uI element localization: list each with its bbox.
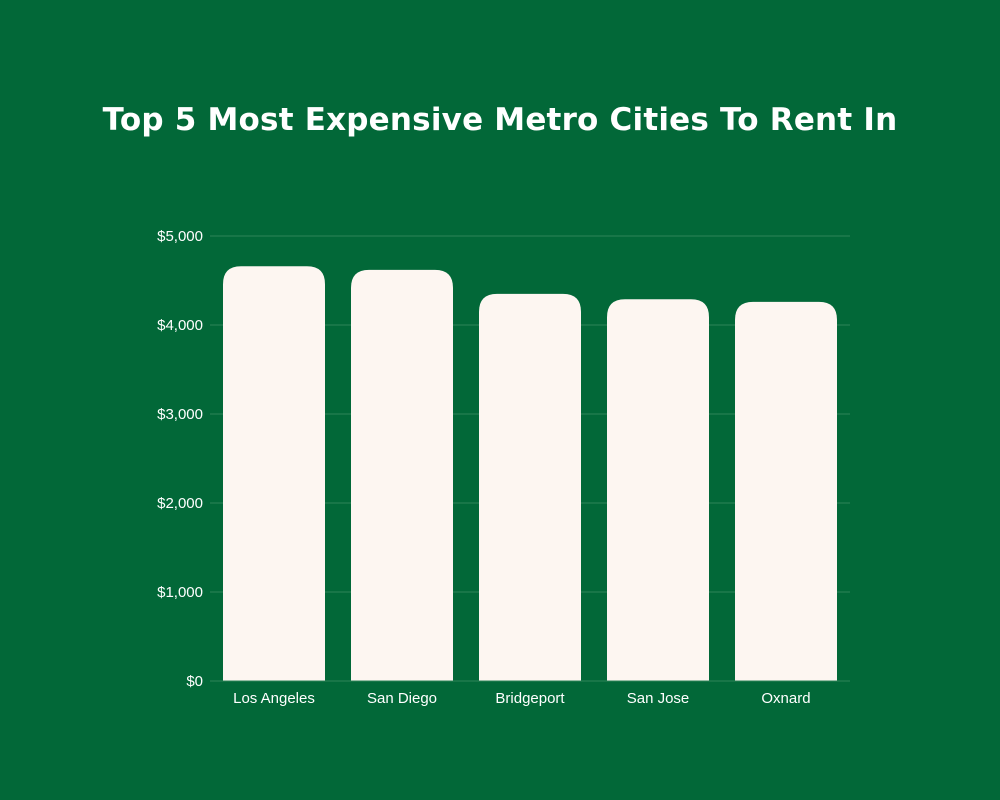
chart-title: Top 5 Most Expensive Metro Cities To Ren… [102,102,898,138]
bar-bridgeport [479,293,581,681]
x-tick-label: San Diego [367,690,437,707]
bar-oxnard [735,301,837,681]
y-tick-label: $2,000 [157,495,203,512]
y-tick-label: $4,000 [157,317,203,334]
y-tick-label: $5,000 [157,228,203,245]
bar-san-diego [351,269,453,681]
y-tick-label: $3,000 [157,406,203,423]
x-tick-label: Oxnard [761,690,810,707]
x-tick-label: Los Angeles [233,690,315,707]
y-tick-label: $1,000 [157,584,203,601]
x-tick-label: San Jose [627,690,690,707]
x-tick-label: Bridgeport [495,690,565,707]
bar-los-angeles [223,266,325,681]
y-tick-label: $0 [186,673,203,690]
bar-san-jose [607,299,709,681]
